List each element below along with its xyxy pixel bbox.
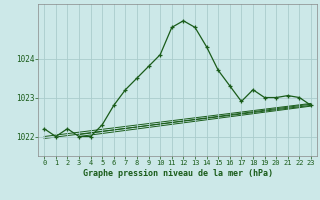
X-axis label: Graphe pression niveau de la mer (hPa): Graphe pression niveau de la mer (hPa) bbox=[83, 169, 273, 178]
